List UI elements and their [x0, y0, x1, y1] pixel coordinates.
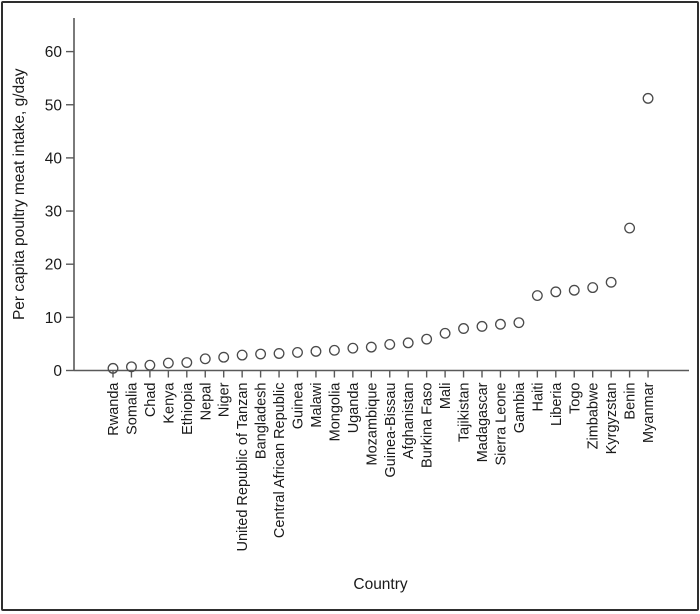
data-point [218, 351, 230, 363]
x-tick-label: Somalia [124, 382, 140, 435]
data-point [199, 353, 211, 365]
data-point [107, 362, 119, 374]
x-tick-label: Uganda [346, 382, 362, 434]
data-point [495, 318, 506, 330]
data-point [439, 327, 451, 339]
x-tick-label: Togo [567, 383, 583, 414]
poultry-intake-scatter-chart: 0 10 20 30 40 50 60 Per capita poultry meat int… [11, 18, 689, 593]
y-tick-label: 0 [53, 363, 62, 380]
x-axis-title: Country [353, 576, 408, 593]
data-point [421, 333, 433, 345]
x-tick-label: Kyrgyzstan [604, 383, 620, 455]
y-tick-label: 10 [45, 310, 63, 327]
data-point [125, 361, 137, 373]
data-point [642, 92, 654, 104]
data-point [328, 344, 340, 356]
data-point [624, 222, 636, 234]
x-tick-label: Kenya [161, 382, 177, 424]
data-point [181, 357, 193, 368]
data-point [347, 342, 359, 354]
x-tick-label: Mali [438, 383, 454, 410]
x-tick-label: Guinea [291, 382, 307, 430]
data-point [236, 349, 248, 361]
x-tick-label: Rwanda [106, 382, 122, 436]
data-point [273, 348, 285, 359]
y-axis-title: Per capita poultry meat intake, g/day [11, 68, 28, 320]
x-tick-label: United Republic of Tanzan [235, 383, 251, 552]
data-point [365, 341, 377, 353]
data-point [531, 290, 543, 302]
data-point [144, 359, 156, 371]
y-tick-label: 20 [45, 257, 63, 274]
x-tick-label: Burkina Faso [420, 383, 436, 468]
x-tick-label: Benin [623, 383, 639, 420]
x-tick-label: Niger [217, 382, 233, 417]
x-tick-label: Bangladesh [254, 383, 270, 460]
x-tick-label: Central African Republic [272, 383, 288, 539]
x-tick-label: Sierra Leone [493, 383, 509, 466]
x-tick-label: Guinea-Bissau [383, 383, 399, 478]
x-tick-label: Chad [143, 383, 159, 418]
y-tick-label: 50 [45, 97, 63, 114]
y-tick-label: 30 [45, 204, 63, 221]
data-point [292, 346, 303, 358]
x-tick-label: Haiti [530, 383, 546, 412]
x-tick-label: Liberia [549, 382, 565, 426]
x-tick-label: Mozambique [364, 383, 380, 466]
x-tick-label: Gambia [512, 382, 528, 434]
data-point [476, 320, 488, 332]
x-tick-label: Madagascar [475, 382, 491, 462]
x-tick-label: Mongolia [327, 382, 343, 442]
data-point [458, 323, 470, 334]
x-tick-label: Ethiopia [180, 382, 196, 435]
data-point [587, 282, 599, 294]
y-tick-label: 40 [45, 150, 63, 167]
data-point [605, 276, 617, 288]
y-tick-label: 60 [45, 44, 63, 61]
data-point [513, 317, 525, 329]
data-point [384, 339, 396, 350]
x-tick-label: Malawi [309, 383, 325, 428]
x-tick-label: Zimbabwe [586, 383, 602, 450]
x-tick-label: Afghanistan [401, 383, 417, 460]
data-point [568, 284, 580, 296]
x-tick-label: Myanmar [641, 382, 657, 443]
x-tick-label: Nepal [198, 383, 214, 421]
x-tick-label: Tajikistan [457, 383, 473, 443]
data-point [550, 286, 562, 298]
data-point [402, 337, 414, 349]
data-point [255, 348, 267, 360]
data-point [310, 345, 322, 357]
data-point [162, 357, 174, 369]
